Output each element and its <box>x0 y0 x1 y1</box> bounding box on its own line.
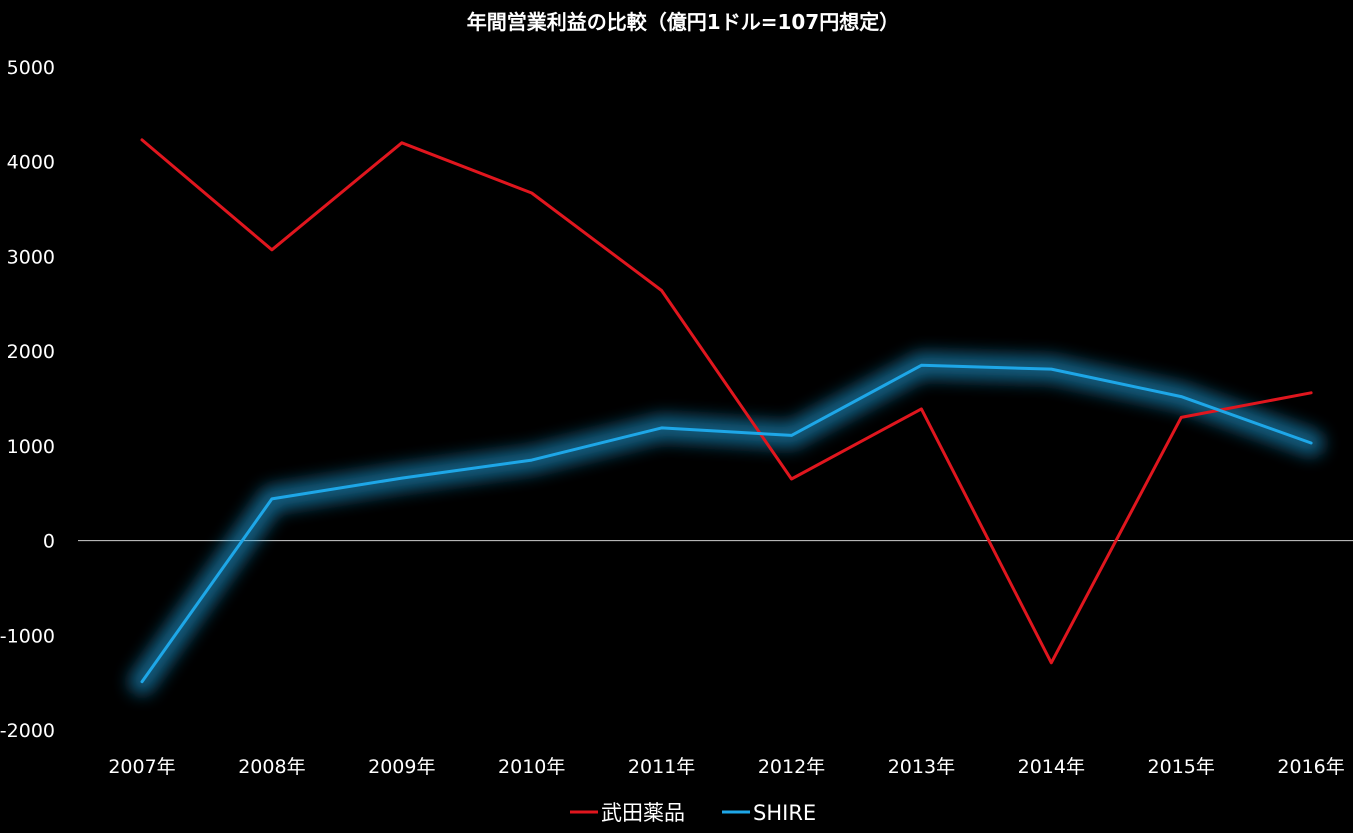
data-point-series-0 <box>1179 415 1183 419</box>
y-tick-label: -2000 <box>0 720 55 742</box>
data-point-series-0 <box>530 191 534 195</box>
series-line-1 <box>140 363 1313 684</box>
legend-label: SHIRE <box>753 801 816 825</box>
data-point-series-1 <box>1049 367 1053 371</box>
data-point-series-1 <box>530 458 534 462</box>
data-point-series-0 <box>270 248 274 252</box>
data-point-series-1 <box>660 426 664 430</box>
data-point-series-1 <box>919 363 923 367</box>
data-point-series-0 <box>1309 391 1313 395</box>
legend: 武田薬品 SHIRE <box>570 801 816 825</box>
data-point-series-1 <box>270 497 274 501</box>
data-point-series-0 <box>790 477 794 481</box>
data-point-series-0 <box>660 289 664 293</box>
x-tick-label: 2009年 <box>368 756 435 778</box>
x-tick-label: 2014年 <box>1018 756 1085 778</box>
data-point-series-0 <box>919 407 923 411</box>
series-line-0 <box>140 138 1313 665</box>
x-axis: 2007年 2008年 2009年 2010年 2011年 2012年 2013年 2014年… <box>108 756 1344 778</box>
x-tick-label: 2007年 <box>108 756 175 778</box>
y-tick-label: 5000 <box>7 57 55 79</box>
x-tick-label: 2010年 <box>498 756 565 778</box>
data-point-series-0 <box>400 141 404 145</box>
data-point-series-1 <box>1309 441 1313 445</box>
data-point-series-1 <box>400 476 404 480</box>
x-tick-label: 2012年 <box>758 756 825 778</box>
y-tick-label: 4000 <box>7 152 55 174</box>
data-point-series-1 <box>1179 395 1183 399</box>
plot-area <box>129 138 1325 695</box>
data-point-series-1 <box>790 433 794 437</box>
series-glow-1 <box>129 352 1325 695</box>
chart-title: 年間営業利益の比較（億円1ドル=107円想定） <box>467 10 899 34</box>
x-tick-label: 2015年 <box>1148 756 1215 778</box>
y-tick-label: 2000 <box>7 341 55 363</box>
x-tick-label: 2013年 <box>888 756 955 778</box>
data-point-series-1 <box>140 680 144 684</box>
y-tick-label: 1000 <box>7 436 55 458</box>
data-point-series-0 <box>1049 661 1053 665</box>
y-tick-label: 0 <box>43 531 55 553</box>
y-tick-label: -1000 <box>0 625 55 647</box>
x-tick-label: 2008年 <box>238 756 305 778</box>
x-tick-label: 2016年 <box>1277 756 1344 778</box>
y-tick-label: 3000 <box>7 246 55 268</box>
data-point-series-0 <box>140 138 144 142</box>
x-tick-label: 2011年 <box>628 756 695 778</box>
y-axis: 5000 4000 3000 2000 1000 0 -1000 -2000 <box>0 57 55 742</box>
legend-label: 武田薬品 <box>601 801 685 825</box>
